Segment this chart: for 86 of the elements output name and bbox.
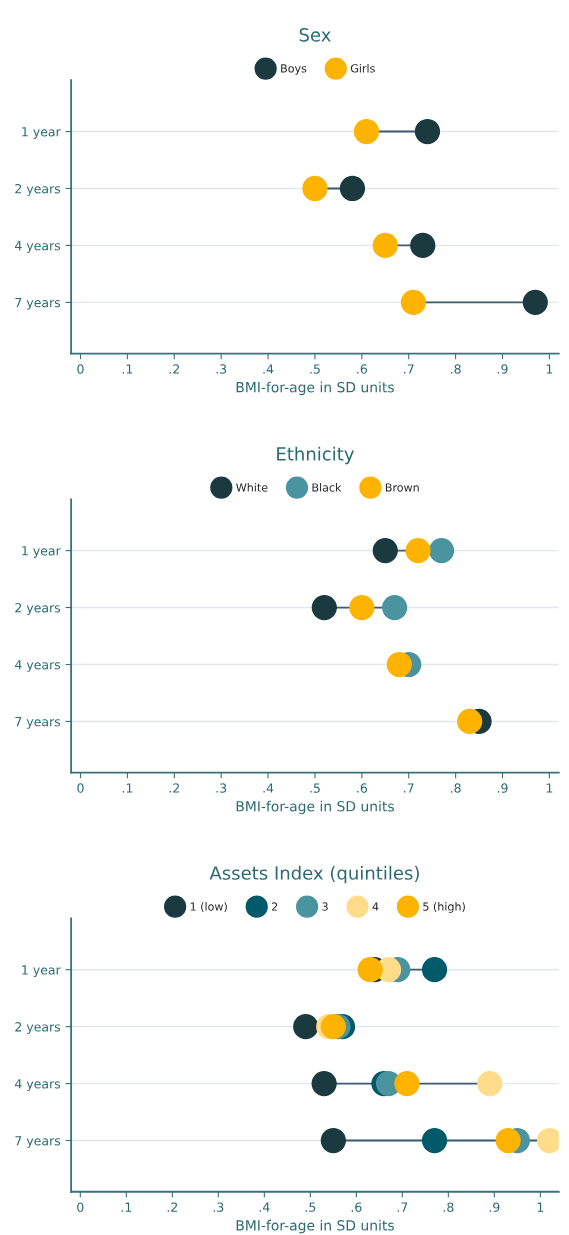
- x-tick-label: .4: [263, 364, 274, 374]
- point: [311, 1070, 337, 1097]
- y-tick-label: 2 years: [15, 603, 61, 615]
- point: [414, 118, 441, 145]
- point: [386, 651, 412, 678]
- x-tick-label: .7: [397, 1202, 408, 1212]
- legend-label: Girls: [350, 63, 375, 73]
- x-tick-label: .5: [310, 364, 320, 374]
- x-tick-label: .8: [450, 364, 461, 374]
- point: [357, 957, 383, 983]
- x-tick-label: 1: [537, 1202, 544, 1212]
- point: [421, 957, 448, 983]
- y-tick-label: 4 years: [14, 660, 61, 672]
- point: [522, 289, 548, 315]
- point: [428, 537, 455, 564]
- x-tick-label: .3: [216, 783, 227, 793]
- point: [293, 1014, 319, 1040]
- x-tick-label: .9: [497, 364, 508, 374]
- point: [421, 1127, 448, 1154]
- x-tick-label: 0: [77, 1202, 84, 1212]
- y-tick-label: 2 years: [15, 183, 61, 196]
- legend-label: Boys: [281, 64, 307, 75]
- legend-label: 1 (low): [190, 902, 227, 913]
- x-tick-label: .4: [263, 783, 274, 793]
- x-tick-label: .6: [351, 1202, 362, 1212]
- point: [339, 175, 366, 202]
- x-tick-label: .1: [121, 1202, 132, 1212]
- y-tick-label: 1 year: [22, 127, 61, 139]
- y-tick-label: 4 years: [14, 241, 61, 253]
- x-tick-label: .2: [169, 783, 179, 793]
- point: [311, 594, 337, 621]
- x-axis-title: BMI-for-age in SD units: [236, 1219, 394, 1234]
- legend-label: Black: [312, 483, 342, 492]
- x-tick-label: .1: [122, 364, 133, 374]
- x-tick-label: .1: [122, 783, 133, 793]
- x-tick-label: .5: [310, 783, 320, 793]
- point: [372, 232, 398, 259]
- x-tick-label: .9: [497, 783, 508, 793]
- legend-label: 5 (high): [423, 902, 465, 913]
- x-tick-label: .7: [404, 364, 414, 374]
- point: [477, 1070, 503, 1097]
- x-axis-title: BMI-for-age in SD units: [236, 800, 394, 815]
- point: [405, 537, 431, 564]
- y-tick-label: 1 year: [22, 965, 61, 978]
- chart-title: Ethnicity: [277, 446, 354, 465]
- x-tick-label: .3: [216, 364, 227, 374]
- legend-label: 4: [372, 902, 379, 911]
- x-tick-label: 0: [77, 783, 84, 793]
- point: [410, 232, 436, 259]
- chart-title: Assets Index (quintiles): [209, 865, 419, 884]
- x-tick-label: .9: [489, 1202, 500, 1212]
- point: [495, 1127, 521, 1154]
- legend-label: 2: [271, 902, 278, 911]
- x-tick-label: .6: [357, 783, 368, 793]
- x-tick-label: .8: [443, 1202, 454, 1212]
- x-tick-label: .7: [404, 783, 414, 793]
- y-tick-label: 1 year: [22, 546, 61, 558]
- point: [302, 175, 328, 202]
- x-tick-label: .6: [357, 364, 368, 374]
- x-tick-label: .4: [259, 1202, 270, 1212]
- x-tick-label: .3: [213, 1202, 224, 1212]
- x-tick-label: .5: [305, 1202, 316, 1212]
- x-axis-title: BMI-for-age in SD units: [236, 381, 394, 396]
- y-tick-label: 4 years: [14, 1079, 61, 1091]
- chart-title: Sex: [299, 27, 331, 42]
- x-tick-label: 0: [77, 364, 84, 374]
- point: [400, 289, 427, 315]
- y-tick-label: 7 years: [15, 298, 61, 310]
- point: [394, 1070, 420, 1097]
- x-tick-label: 1: [546, 364, 553, 374]
- point: [457, 708, 483, 735]
- point: [382, 594, 408, 621]
- point: [353, 118, 380, 145]
- x-tick-label: .2: [169, 364, 179, 374]
- x-tick-label: .2: [167, 1202, 178, 1212]
- legend-label: Brown: [385, 483, 419, 492]
- y-tick-label: 2 years: [15, 1022, 61, 1034]
- point: [372, 537, 398, 564]
- y-tick-label: 7 years: [15, 1136, 61, 1148]
- point: [349, 594, 375, 621]
- legend-label: White: [236, 483, 268, 492]
- y-tick-label: 7 years: [15, 717, 61, 729]
- x-tick-label: .8: [450, 783, 461, 793]
- legend-label: 3: [322, 902, 328, 911]
- x-tick-label: 1: [546, 783, 553, 793]
- point: [320, 1127, 346, 1154]
